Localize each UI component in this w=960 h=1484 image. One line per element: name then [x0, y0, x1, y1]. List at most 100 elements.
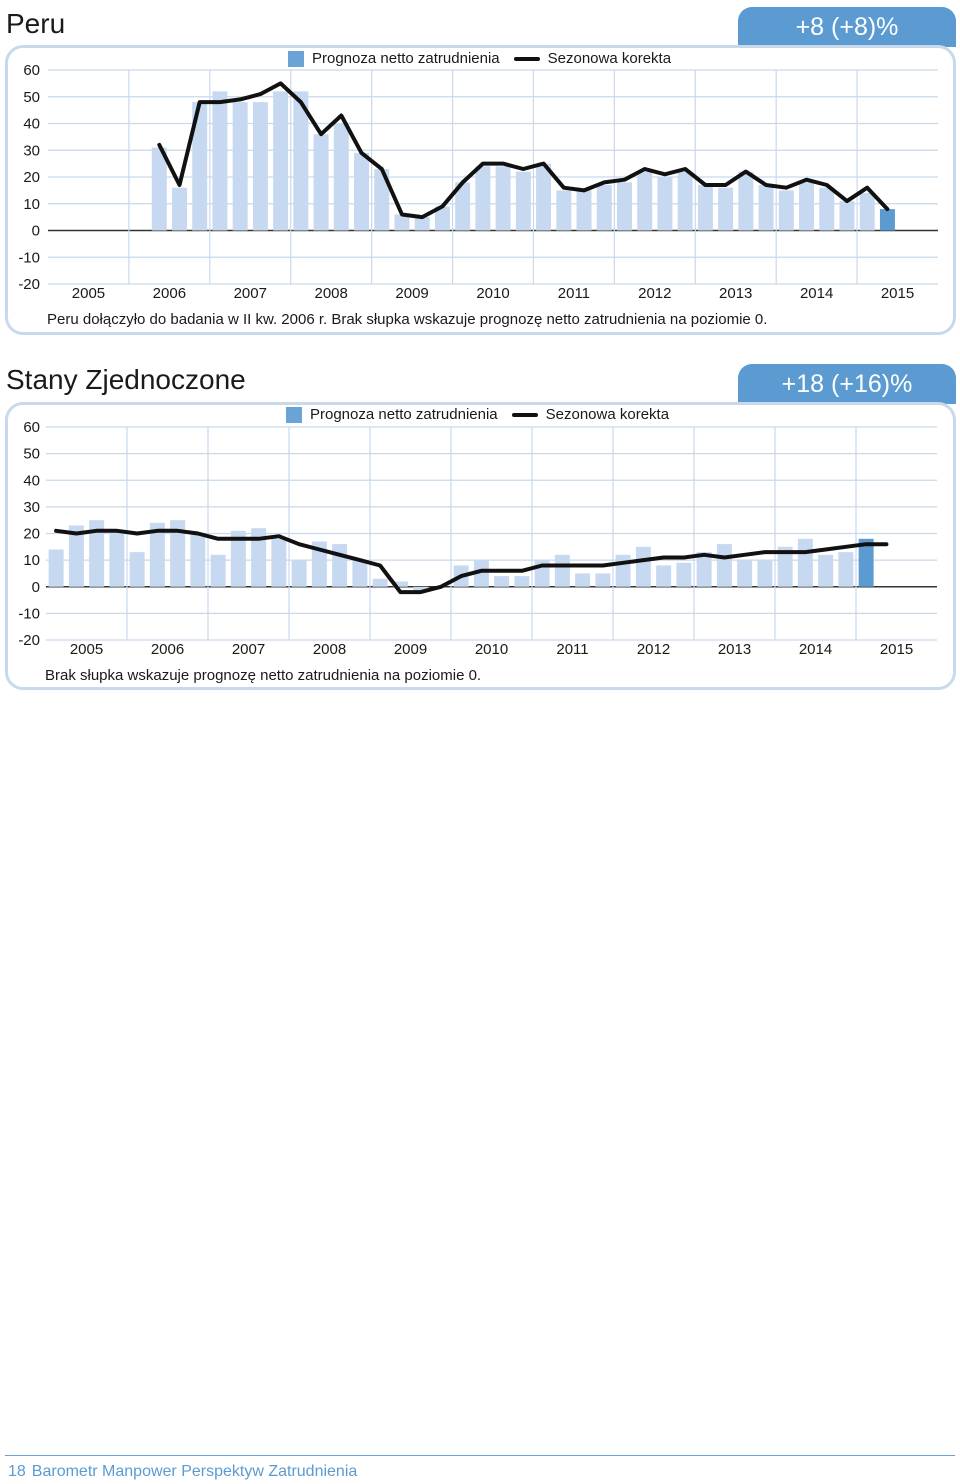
- bar: [414, 217, 430, 231]
- bar: [737, 560, 753, 587]
- bar: [129, 552, 145, 587]
- bar: [230, 530, 246, 587]
- page-number: 18: [8, 1463, 26, 1480]
- bar: [556, 190, 572, 231]
- bar: [473, 560, 489, 587]
- chart-legend: Prognoza netto zatrudnienia Sezonowa kor…: [288, 50, 671, 67]
- x-tick-label: 2012: [637, 641, 670, 658]
- bar: [68, 525, 84, 587]
- x-tick-label: 2008: [314, 285, 347, 302]
- x-tick-label: 2010: [475, 641, 508, 658]
- bar: [637, 171, 653, 231]
- forecast-badge: +8 (+8)%: [738, 7, 956, 47]
- bar: [515, 171, 531, 231]
- bar: [332, 544, 348, 587]
- bar: [374, 168, 390, 231]
- bar: [311, 541, 327, 587]
- bar: [554, 554, 570, 587]
- x-tick-label: 2006: [153, 285, 186, 302]
- bar: [109, 530, 125, 587]
- x-tick-label: 2005: [70, 641, 103, 658]
- bar: [394, 214, 410, 231]
- bar-latest: [858, 538, 874, 587]
- page-footer: 18 Barometr Manpower Perspektyw Zatrudnie…: [0, 1455, 960, 1484]
- bar: [151, 147, 167, 231]
- legend-bar-swatch: [288, 50, 304, 67]
- bar: [293, 91, 309, 231]
- bar: [271, 538, 287, 587]
- x-tick-label: 2008: [313, 641, 346, 658]
- seasonal-line: [54, 528, 889, 595]
- bar: [251, 528, 267, 587]
- bar: [149, 522, 165, 587]
- legend-line-label: Sezonowa korekta: [547, 50, 672, 67]
- bar: [575, 573, 591, 587]
- bar: [171, 187, 187, 231]
- bar: [212, 91, 228, 231]
- bar: [818, 554, 834, 587]
- y-tick-label: 40: [23, 472, 40, 489]
- bar: [252, 102, 268, 231]
- x-tick-label: 2006: [151, 641, 184, 658]
- bar: [434, 206, 450, 231]
- bar: [354, 152, 370, 231]
- bar: [475, 166, 491, 231]
- bar: [514, 576, 530, 587]
- bar: [716, 544, 732, 587]
- chart-title: Peru: [6, 8, 66, 39]
- y-tick-label: 10: [23, 552, 40, 569]
- y-tick-label: -20: [18, 276, 40, 293]
- y-tick-label: 20: [23, 526, 40, 543]
- bar: [615, 554, 631, 587]
- x-tick-label: 2015: [880, 641, 913, 658]
- y-tick-label: 30: [23, 142, 40, 159]
- x-tick-label: 2005: [72, 285, 105, 302]
- x-tick-label: 2011: [558, 285, 590, 302]
- bar: [657, 177, 673, 231]
- x-tick-label: 2010: [476, 285, 509, 302]
- bar: [210, 554, 226, 587]
- x-tick-label: 2007: [232, 641, 265, 658]
- x-tick-label: 2013: [719, 285, 752, 302]
- legend-line-label: Sezonowa korekta: [545, 406, 670, 423]
- bar: [838, 552, 854, 587]
- y-tick-label: -10: [18, 249, 40, 266]
- x-tick-label: 2007: [234, 285, 267, 302]
- x-tick-label: 2009: [395, 285, 428, 302]
- chart-frame: [5, 45, 956, 335]
- chart-note: Brak słupka wskazuje prognozę netto zatr…: [45, 667, 482, 684]
- chart-legend: Prognoza netto zatrudnienia Sezonowa kor…: [286, 406, 669, 423]
- legend-bar-swatch: [286, 406, 302, 423]
- legend-line-swatch: [513, 56, 540, 61]
- y-tick-label: 30: [23, 499, 40, 516]
- bar: [170, 520, 186, 587]
- bar: [495, 166, 511, 231]
- y-tick-label: -20: [18, 632, 40, 649]
- bar: [372, 578, 388, 587]
- x-tick-label: 2012: [638, 285, 671, 302]
- bar: [859, 193, 875, 231]
- bar: [392, 581, 408, 587]
- bar: [799, 182, 815, 231]
- bar-latest: [879, 209, 895, 231]
- footer-rule: [5, 1455, 955, 1456]
- publication-title: Barometr Manpower Perspektyw Zatrudnieni…: [31, 1463, 358, 1480]
- bar: [797, 538, 813, 587]
- x-tick-label: 2014: [799, 641, 832, 658]
- footer-text: 18 Barometr Manpower Perspektyw Zatrudnie…: [8, 1463, 363, 1481]
- bar: [192, 102, 208, 231]
- bar: [494, 576, 510, 587]
- bar: [777, 546, 793, 587]
- bar: [839, 201, 855, 231]
- bar: [738, 171, 754, 231]
- y-tick-label: 60: [23, 419, 40, 436]
- bar: [595, 573, 611, 587]
- y-tick-label: 20: [23, 169, 40, 186]
- legend-bar-label: Prognoza netto zatrudnienia: [310, 406, 498, 423]
- bar: [291, 560, 307, 587]
- bar: [718, 187, 734, 231]
- bar: [819, 187, 835, 231]
- bar: [455, 182, 471, 231]
